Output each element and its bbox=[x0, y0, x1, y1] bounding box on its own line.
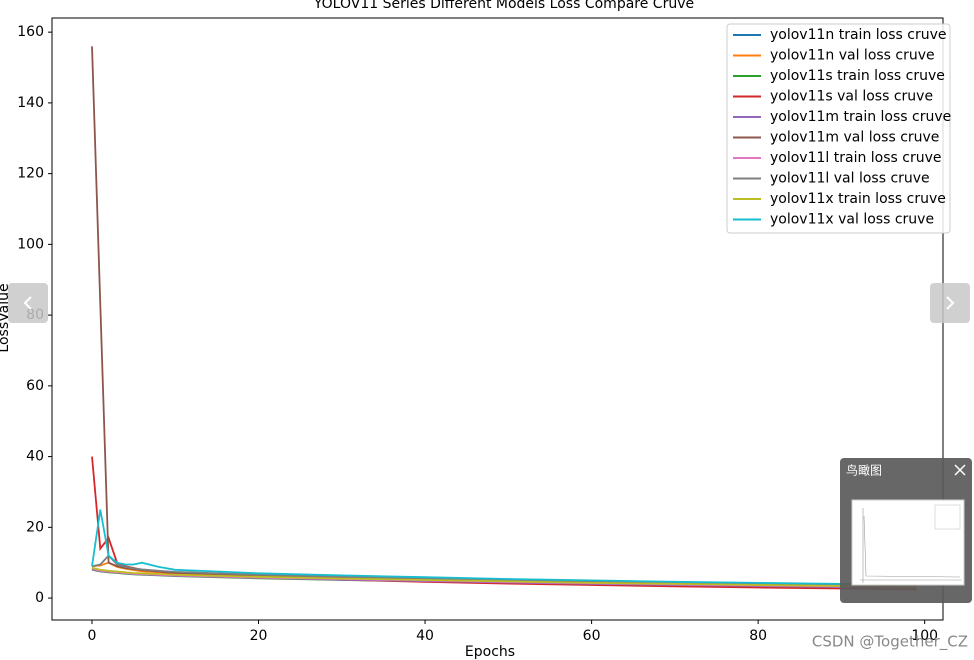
legend-label: yolov11m val loss cruve bbox=[770, 130, 939, 146]
x-tick-label: 0 bbox=[88, 628, 97, 644]
x-tick-label: 80 bbox=[749, 628, 767, 644]
legend-label: yolov11n train loss cruve bbox=[770, 27, 946, 43]
series-line bbox=[91, 566, 917, 588]
x-tick-label: 20 bbox=[250, 628, 268, 644]
y-tick-label: 0 bbox=[35, 590, 44, 606]
y-tick-label: 160 bbox=[17, 24, 44, 40]
minimap-close[interactable] bbox=[954, 464, 966, 476]
series-line bbox=[91, 554, 917, 587]
y-tick-label: 20 bbox=[26, 519, 44, 535]
legend-label: yolov11x val loss cruve bbox=[770, 212, 934, 228]
prev-button[interactable] bbox=[8, 283, 48, 323]
y-tick-label: 120 bbox=[17, 166, 44, 182]
watermark: CSDN @Together_CZ bbox=[812, 633, 968, 652]
x-axis-label: Epochs bbox=[465, 644, 515, 660]
x-tick-label: 40 bbox=[416, 628, 434, 644]
legend-label: yolov11s val loss cruve bbox=[770, 89, 933, 105]
legend-label: yolov11s train loss cruve bbox=[770, 68, 945, 84]
y-tick-label: 100 bbox=[17, 236, 44, 252]
x-tick-label: 100 bbox=[911, 628, 938, 644]
legend-label: yolov11n val loss cruve bbox=[770, 48, 935, 64]
legend-label: yolov11x train loss cruve bbox=[770, 191, 946, 207]
plot: 020406080100120140160020406080100 bbox=[17, 17, 944, 644]
chart-title: YOLOV11 Series Different Models Loss Com… bbox=[313, 0, 694, 12]
legend: yolov11n train loss cruve yolov11n val lo… bbox=[726, 23, 951, 234]
legend-box bbox=[726, 23, 951, 234]
next-button[interactable] bbox=[930, 283, 970, 323]
legend-label: yolov11l train loss cruve bbox=[770, 150, 942, 166]
series-line bbox=[91, 509, 917, 586]
legend-label: yolov11l val loss cruve bbox=[770, 171, 930, 187]
minimap-title: 鸟瞰图 bbox=[846, 463, 882, 478]
y-tick-label: 60 bbox=[26, 378, 44, 394]
y-tick-label: 40 bbox=[26, 449, 44, 465]
legend-label: yolov11m train loss cruve bbox=[770, 109, 951, 125]
minimap: 鸟瞰图 bbox=[840, 458, 972, 603]
y-tick-label: 140 bbox=[17, 95, 44, 111]
x-tick-label: 60 bbox=[583, 628, 601, 644]
